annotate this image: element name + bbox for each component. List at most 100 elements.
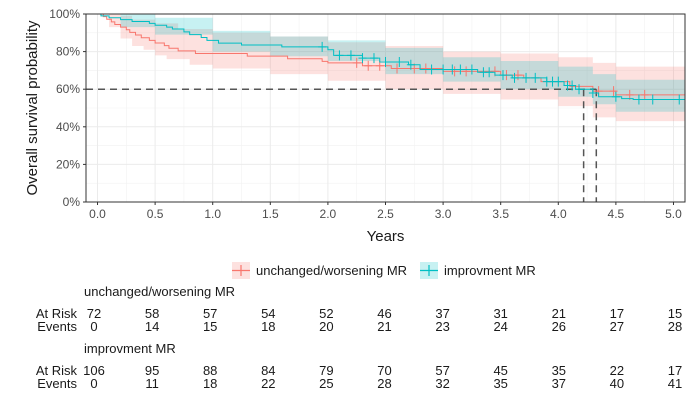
- censor-mark-improvement: [439, 64, 448, 75]
- plot-area: [86, 13, 686, 203]
- risk-events-value-unchanged: 20: [319, 319, 333, 334]
- censor-mark-improvement: [467, 64, 476, 75]
- risk-events-value-improvement: 28: [377, 376, 391, 391]
- censor-mark-improvement: [634, 94, 643, 105]
- censor-mark-improvement: [406, 59, 415, 70]
- risk-at-risk-value-unchanged: 17: [610, 306, 624, 321]
- censor-mark-improvement: [318, 41, 327, 52]
- legend-symbol-improvement: [420, 265, 438, 276]
- risk-group-title-improvement: improvment MR: [84, 341, 176, 356]
- censor-mark-improvement: [358, 53, 367, 64]
- x-axis-title: Years: [367, 228, 405, 245]
- risk-at-risk-value-improvement: 88: [203, 363, 217, 378]
- y-tick-label: 40%: [56, 120, 80, 134]
- censor-mark-improvement: [648, 94, 657, 105]
- risk-at-risk-value-unchanged: 54: [261, 306, 275, 321]
- censor-mark-unchanged: [640, 89, 649, 100]
- risk-at-risk-value-improvement: 70: [377, 363, 391, 378]
- x-tick-label: 5.0: [665, 207, 682, 221]
- risk-events-value-unchanged: 21: [377, 319, 391, 334]
- risk-events-value-improvement: 18: [203, 376, 217, 391]
- legend-label-improvement: improvment MR: [444, 263, 536, 278]
- x-tick-label: 2.5: [377, 207, 394, 221]
- censor-mark-improvement: [456, 64, 465, 75]
- censor-mark-improvement: [531, 72, 540, 83]
- risk-at-risk-value-unchanged: 46: [377, 306, 391, 321]
- risk-at-risk-value-improvement: 17: [668, 363, 682, 378]
- risk-events-value-improvement: 0: [90, 376, 97, 391]
- x-tick-label: 0.0: [89, 207, 106, 221]
- risk-events-value-unchanged: 28: [668, 319, 682, 334]
- risk-at-risk-value-unchanged: 72: [87, 306, 101, 321]
- axes: 0.0 0.5 1.0 1.5 2.0 2.5 3.0 3.5 4.0 4.5 5.0 0% 20% 40…: [49, 7, 686, 221]
- censor-mark-improvement: [522, 72, 531, 83]
- censor-mark-improvement: [427, 64, 436, 75]
- y-axis-title: Overall survival probability: [24, 20, 41, 196]
- risk-events-value-unchanged: 0: [90, 319, 97, 334]
- x-tick-label: 2.0: [320, 207, 337, 221]
- risk-at-risk-value-unchanged: 21: [552, 306, 566, 321]
- risk-at-risk-value-improvement: 84: [261, 363, 275, 378]
- censor-mark-unchanged: [364, 60, 373, 71]
- risk-at-risk-value-improvement: 79: [319, 363, 333, 378]
- y-tick-label: 20%: [56, 157, 80, 171]
- risk-events-value-improvement: 40: [610, 376, 624, 391]
- risk-at-risk-value-improvement: 45: [493, 363, 507, 378]
- censor-mark-unchanged: [393, 63, 402, 74]
- censor-mark-improvement: [554, 76, 563, 87]
- legend-label-unchanged: unchanged/worsening MR: [256, 263, 407, 278]
- y-tick-label: 100%: [49, 7, 80, 21]
- y-tick-label: 60%: [56, 82, 80, 96]
- y-tick-label: 80%: [56, 45, 80, 59]
- x-tick-label: 3.0: [435, 207, 452, 221]
- censor-mark-improvement: [588, 87, 597, 98]
- censor-mark-improvement: [448, 64, 457, 75]
- x-tick-label: 1.0: [204, 207, 221, 221]
- legend-symbol-unchanged: [232, 265, 250, 276]
- risk-events-value-improvement: 41: [668, 376, 682, 391]
- x-tick-label: 3.5: [492, 207, 509, 221]
- risk-at-risk-value-unchanged: 52: [319, 306, 333, 321]
- risk-events-value-unchanged: 18: [261, 319, 275, 334]
- y-tick-label: 0%: [63, 195, 81, 209]
- censor-mark-improvement: [346, 50, 355, 61]
- risk-at-risk-value-improvement: 57: [435, 363, 449, 378]
- censor-mark-unchanged: [609, 86, 618, 97]
- risk-events-value-unchanged: 15: [203, 319, 217, 334]
- risk-events-value-unchanged: 27: [610, 319, 624, 334]
- risk-at-risk-value-unchanged: 15: [668, 306, 682, 321]
- risk-events-value-improvement: 11: [145, 376, 159, 391]
- risk-row-label-events: Events: [37, 319, 77, 334]
- risk-events-value-improvement: 37: [552, 376, 566, 391]
- censor-mark-improvement: [675, 94, 684, 105]
- x-tick-label: 4.5: [608, 207, 625, 221]
- x-tick-label: 1.5: [262, 207, 279, 221]
- risk-at-risk-value-unchanged: 31: [493, 306, 507, 321]
- censor-mark-unchanged: [421, 63, 430, 74]
- censor-mark-improvement: [369, 53, 378, 64]
- censor-mark-improvement: [485, 67, 494, 78]
- censor-mark-improvement: [568, 80, 577, 91]
- x-tick-label: 4.0: [550, 207, 567, 221]
- risk-row-label-at-risk: At Risk: [36, 363, 78, 378]
- censor-mark-improvement: [381, 56, 390, 67]
- risk-row-label-events: Events: [37, 376, 77, 391]
- x-tick-label: 0.5: [147, 207, 164, 221]
- risk-at-risk-value-improvement: 35: [552, 363, 566, 378]
- risk-at-risk-value-unchanged: 58: [145, 306, 159, 321]
- risk-events-value-unchanged: 23: [435, 319, 449, 334]
- risk-at-risk-value-improvement: 106: [83, 363, 105, 378]
- risk-at-risk-value-unchanged: 37: [435, 306, 449, 321]
- risk-row-label-at-risk: At Risk: [36, 306, 78, 321]
- risk-events-value-improvement: 25: [319, 376, 333, 391]
- risk-events-value-improvement: 32: [435, 376, 449, 391]
- risk-group-title-unchanged: unchanged/worsening MR: [84, 284, 235, 299]
- risk-events-value-improvement: 22: [261, 376, 275, 391]
- censor-mark-improvement: [575, 84, 584, 95]
- censor-mark-unchanged: [462, 66, 471, 77]
- risk-events-value-improvement: 35: [493, 376, 507, 391]
- risk-events-value-unchanged: 14: [145, 319, 159, 334]
- censor-mark-improvement: [395, 56, 404, 67]
